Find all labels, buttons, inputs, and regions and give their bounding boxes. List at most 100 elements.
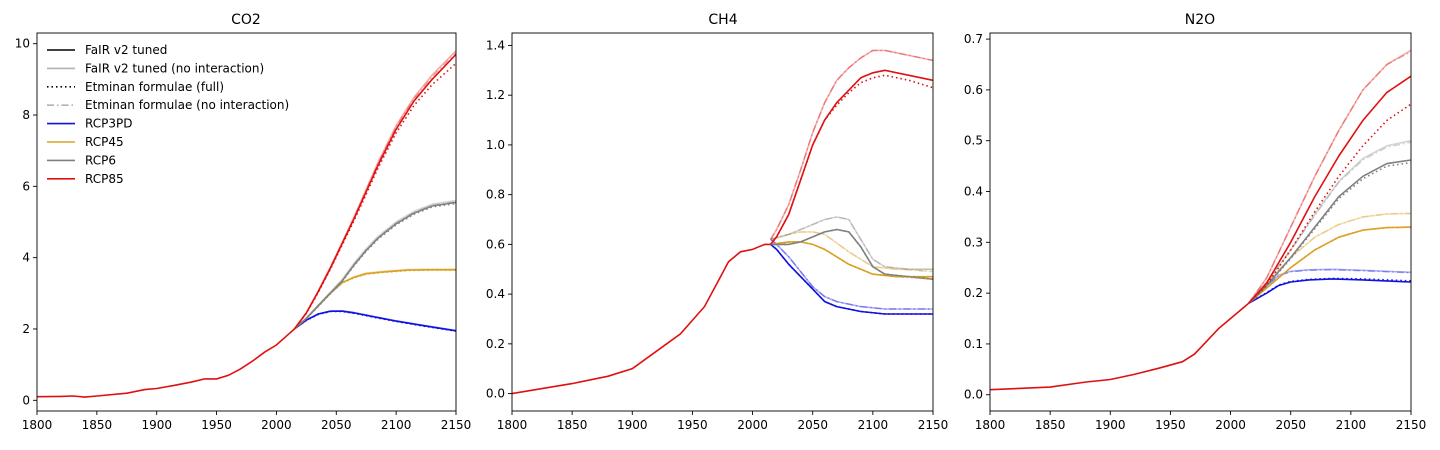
x-tick-label: 1800	[975, 418, 1006, 432]
legend-entry: FaIR v2 tuned (no interaction)	[47, 61, 264, 75]
axes-frame	[511, 32, 934, 412]
x-tick-label: 1950	[677, 418, 708, 432]
series-line-rcp6-etminan-full	[293, 202, 456, 330]
series-line-rcp85-no-interaction	[1247, 49, 1411, 304]
historical-line	[990, 302, 1250, 391]
x-tick-label: 1850	[1035, 418, 1066, 432]
y-tick-label: 0.3	[964, 235, 983, 249]
y-tick-label: 0.8	[486, 188, 505, 202]
series-line-rcp3pd-etminan-no-interaction	[770, 238, 933, 310]
series-line-rcp85-etminan-full	[769, 74, 933, 245]
y-tick-label: 1.2	[486, 88, 505, 102]
series-line-rcp3pd-etminan-full	[1248, 277, 1411, 304]
legend-label: RCP45	[85, 135, 124, 149]
data-lines	[512, 49, 933, 395]
x-tick-label: 2100	[858, 418, 889, 432]
series-line-rcp6-no-interaction	[770, 216, 933, 271]
series-line-rcp85-full	[769, 69, 933, 245]
series-line-rcp3pd-etminan-no-interaction	[1248, 269, 1411, 304]
x-tick-label: 1900	[617, 418, 648, 432]
legend-label: RCP6	[85, 153, 116, 167]
series-line-rcp6-no-interaction	[293, 199, 456, 330]
x-tick-label: 1800	[22, 418, 53, 432]
x-tick-label: 2050	[1275, 418, 1306, 432]
y-tick-label: 4	[22, 251, 30, 265]
historical-line	[512, 243, 771, 395]
x-tick-label: 1950	[1155, 418, 1186, 432]
axes-frame	[989, 32, 1412, 412]
legend-label: FaIR v2 tuned (no interaction)	[85, 61, 264, 75]
legend: FaIR v2 tuned FaIR v2 tuned (no interacti…	[47, 43, 289, 186]
series-line-rcp45-etminan-full	[770, 241, 933, 280]
legend-label: Etminan formulae (no interaction)	[85, 98, 289, 112]
y-tick-label: 0.1	[964, 337, 983, 351]
y-tick-label: 0.7	[964, 32, 983, 46]
x-tick-label: 2000	[737, 418, 768, 432]
x-tick-label: 1900	[141, 418, 172, 432]
panel-title-n2o: N2O	[1185, 12, 1215, 28]
series-line-rcp85-full	[293, 53, 456, 330]
series-line-rcp45-full	[293, 268, 456, 330]
panel-n2o: N2O 1800 1850 1900 1950 2000 2050 2100 2150 0.0 0…	[964, 12, 1426, 432]
x-tick-label: 1950	[201, 418, 232, 432]
series-line-rcp45-no-interaction	[1248, 212, 1411, 304]
x-tick-label: 2100	[1336, 418, 1367, 432]
x-tick-label: 1900	[1095, 418, 1126, 432]
series-line-rcp85-etminan-full	[1248, 103, 1411, 304]
y-tick-label: 0	[22, 393, 30, 407]
x-tick-label: 1850	[82, 418, 113, 432]
y-tick-label: 8	[22, 108, 30, 122]
panel-ch4: CH4 1800 1850 1900 1950 2000 2050 2100 2150 0.0 0…	[486, 12, 948, 432]
x-tick-label: 2050	[321, 418, 352, 432]
y-tick-label: 2	[22, 322, 30, 336]
axes-frame	[36, 32, 457, 412]
series-line-rcp3pd-full	[770, 243, 933, 315]
series-line-rcp45-etminan-full	[293, 269, 456, 330]
y-tick-label: 0.0	[964, 388, 983, 402]
legend-entry: RCP85	[47, 172, 124, 186]
y-tick-label: 0.6	[486, 237, 505, 251]
x-tick-label: 2150	[1396, 418, 1427, 432]
y-tick-label: 0.0	[486, 387, 505, 401]
x-tick-label: 1800	[497, 418, 528, 432]
series-line-rcp45-no-interaction	[770, 231, 933, 271]
y-tick-label: 0.4	[964, 185, 983, 199]
x-tick-label: 2150	[441, 418, 472, 432]
panel-co2: CO2 1800 1850 1900 1950 2000 2050 2100 2150 0 2 4 6…	[15, 12, 472, 432]
series-line-rcp85-no-interaction	[293, 50, 456, 330]
series-line-rcp85-full	[1248, 75, 1411, 304]
data-lines	[37, 50, 456, 398]
x-tick-label: 2100	[381, 418, 412, 432]
series-line-rcp6-full	[293, 201, 456, 330]
series-line-rcp85-no-interaction	[769, 49, 933, 240]
series-line-rcp85-etminan-no-interaction	[770, 49, 933, 240]
y-tick-label: 1.4	[486, 38, 505, 52]
series-line-rcp6-etminan-no-interaction	[770, 216, 933, 273]
series-line-rcp85-etminan-no-interaction	[1248, 51, 1411, 304]
series-line-rcp6-etminan-full	[770, 228, 933, 280]
legend-entry: Etminan formulae (full)	[47, 80, 224, 94]
y-tick-label: 0.2	[486, 337, 505, 351]
x-tick-label: 2150	[918, 418, 949, 432]
series-line-rcp6-etminan-no-interaction	[293, 201, 456, 330]
legend-label: Etminan formulae (full)	[85, 80, 224, 94]
legend-entry: RCP45	[47, 135, 124, 149]
y-tick-label: 10	[15, 37, 30, 51]
x-tick-label: 1850	[557, 418, 588, 432]
series-line-rcp3pd-etminan-full	[293, 310, 456, 332]
legend-label: RCP85	[85, 172, 124, 186]
legend-label: RCP3PD	[85, 117, 132, 131]
legend-entry: FaIR v2 tuned	[47, 43, 167, 57]
legend-entry: RCP6	[47, 153, 116, 167]
y-tick-label: 0.4	[486, 287, 505, 301]
legend-entry: RCP3PD	[47, 117, 132, 131]
panel-title-ch4: CH4	[708, 12, 737, 28]
y-tick-label: 6	[22, 179, 30, 193]
x-tick-label: 2000	[261, 418, 292, 432]
historical-line	[37, 328, 295, 398]
legend-entry: Etminan formulae (no interaction)	[47, 98, 289, 112]
y-tick-label: 1.0	[486, 138, 505, 152]
series-line-rcp45-etminan-no-interaction	[1248, 212, 1411, 304]
y-tick-label: 0.5	[964, 134, 983, 148]
